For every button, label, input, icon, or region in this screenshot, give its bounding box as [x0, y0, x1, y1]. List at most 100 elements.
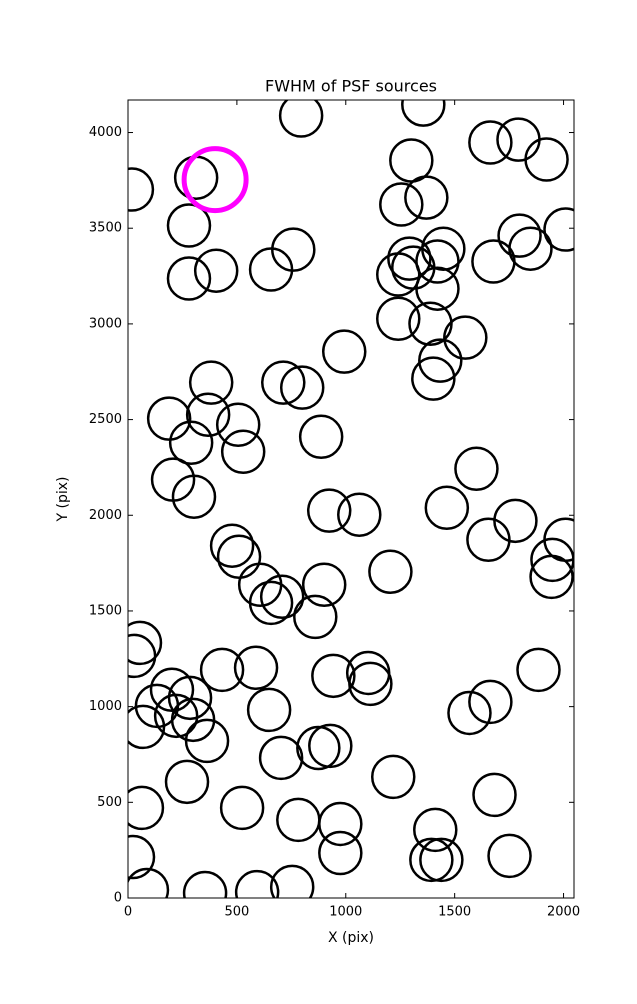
- psf-source: [269, 864, 315, 898]
- psf-source: [348, 661, 393, 707]
- psf-source: [337, 492, 382, 537]
- psf-source: [415, 266, 460, 311]
- psf-source: [466, 517, 511, 563]
- psf-source: [415, 239, 460, 284]
- psf-source: [259, 574, 305, 620]
- psf-source: [447, 690, 492, 736]
- psf-source: [296, 725, 341, 771]
- psf-source: [408, 301, 453, 346]
- psf-source: [472, 772, 517, 818]
- psf-source: [379, 182, 424, 227]
- psf-source: [128, 620, 163, 666]
- psf-source: [167, 675, 213, 721]
- x-tick-label: 1500: [438, 905, 471, 920]
- psf-source: [248, 580, 294, 626]
- psf-source: [411, 356, 456, 401]
- psf-source: [318, 801, 363, 847]
- psf-source: [401, 100, 446, 127]
- y-tick-label: 4000: [89, 125, 122, 140]
- psf-source: [233, 645, 279, 691]
- psf-source: [219, 785, 265, 831]
- psf-source: [508, 226, 553, 271]
- psf-source: [184, 718, 230, 764]
- chart-title: FWHM of PSF sources: [265, 77, 437, 96]
- axes-frame: [127, 99, 575, 899]
- y-tick-label: 2500: [89, 412, 122, 427]
- y-tick-label: 0: [114, 891, 122, 906]
- psf-source: [468, 120, 513, 165]
- psf-source: [185, 392, 231, 438]
- psf-source: [387, 236, 432, 281]
- psf-source: [468, 679, 513, 725]
- y-axis-label: Y (pix): [55, 477, 71, 523]
- psf-source: [413, 807, 458, 853]
- psf-source: [409, 837, 454, 883]
- psf-source: [497, 213, 542, 258]
- psf-source: [248, 247, 294, 292]
- psf-source: [306, 488, 352, 533]
- psf-source: [424, 485, 470, 531]
- psf-source: [529, 554, 574, 600]
- plot-area: [128, 100, 574, 898]
- psf-source: [487, 833, 532, 879]
- psf-source: [543, 207, 574, 252]
- psf-source: [376, 296, 421, 341]
- y-tick-label: 1500: [89, 603, 122, 618]
- psf-source: [128, 633, 157, 679]
- y-tick-label: 3500: [89, 221, 122, 236]
- psf-source: [298, 414, 344, 460]
- psf-source: [128, 785, 165, 831]
- psf-source: [258, 735, 304, 781]
- psf-source: [454, 446, 499, 492]
- x-axis-label: X (pix): [328, 930, 374, 946]
- psf-source: [199, 647, 245, 693]
- psf-source: [128, 167, 155, 212]
- psf-source: [246, 687, 292, 733]
- x-tick-label: 0: [124, 905, 132, 920]
- psf-source: [193, 248, 239, 293]
- psf-source: [370, 754, 416, 800]
- y-tick-label: 2000: [89, 508, 122, 523]
- y-tick-label: 1000: [89, 699, 122, 714]
- psf-source: [278, 100, 324, 138]
- y-tick-label: 500: [97, 795, 122, 810]
- x-tick-label: 1000: [329, 905, 362, 920]
- psf-source: [166, 203, 212, 248]
- highlight-source: [181, 146, 249, 214]
- x-tick-label: 2000: [547, 905, 580, 920]
- psf-source: [188, 360, 234, 405]
- psf-source: [524, 137, 569, 182]
- psf-source: [220, 429, 266, 474]
- psf-source: [128, 834, 156, 880]
- psf-source: [368, 549, 413, 594]
- psf-source: [293, 594, 338, 640]
- psf-source: [516, 647, 561, 693]
- psf-source: [164, 759, 210, 805]
- psf-source: [234, 869, 280, 898]
- psf-source: [261, 360, 306, 405]
- psf-source: [404, 175, 449, 220]
- psf-source: [168, 420, 214, 465]
- psf-source: [128, 704, 166, 750]
- psf-source: [418, 338, 463, 383]
- psf-source: [182, 870, 228, 898]
- psf-source: [443, 315, 488, 360]
- psf-source: [128, 867, 170, 898]
- psf-source: [166, 256, 212, 301]
- psf-source: [215, 402, 261, 447]
- y-tick-label: 3000: [89, 316, 122, 331]
- psf-source: [209, 523, 255, 568]
- x-tick-label: 500: [224, 905, 249, 920]
- psf-source: [308, 723, 353, 769]
- psf-source: [311, 653, 356, 699]
- psf-source: [318, 830, 363, 876]
- psf-source: [530, 537, 574, 583]
- psf-source: [419, 837, 464, 883]
- psf-source: [321, 329, 367, 374]
- psf-source: [153, 693, 199, 739]
- psf-source: [301, 562, 347, 607]
- psf-source: [171, 474, 217, 519]
- psf-source: [279, 365, 325, 410]
